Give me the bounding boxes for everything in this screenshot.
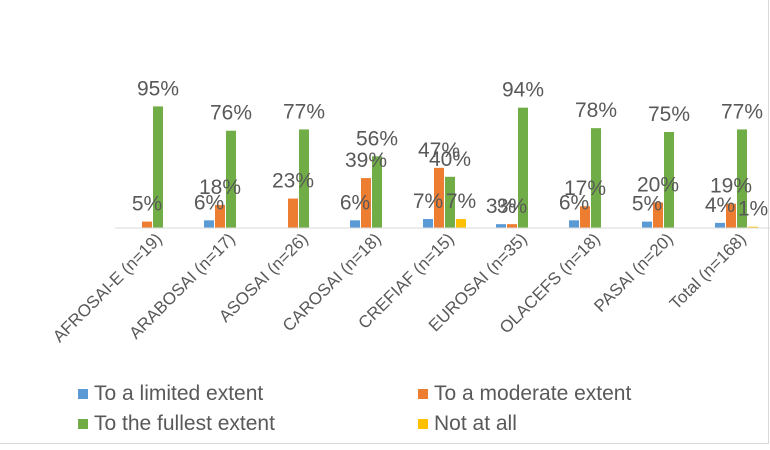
bar-to-a-moderate-extent-asosai-n-26 (288, 198, 298, 228)
bar-to-the-fullest-extent-arabosai-n-17 (226, 130, 236, 228)
data-label-to-a-moderate-extent-eurosai-n-35: 3% (497, 195, 527, 218)
data-label-to-the-fullest-extent-crefiaf-n-15: 40% (429, 148, 471, 171)
data-label-to-the-fullest-extent-arabosai-n-17: 76% (210, 102, 252, 125)
data-label-to-the-fullest-extent-asosai-n-26: 77% (283, 100, 325, 123)
data-label-to-the-fullest-extent-carosai-n-18: 56% (356, 127, 398, 150)
bar-to-a-moderate-extent-olacefs-n-18 (580, 206, 590, 228)
legend-label-limited: To a limited extent (94, 382, 264, 405)
legend-swatch-not-at-all (418, 419, 428, 429)
x-tick-labels-layer: AFROSAI-E (n=19)ARABOSAI (n=17)ASOSAI (n… (49, 229, 750, 346)
legend: To a limited extent To a moderate extent… (78, 382, 758, 444)
data-label-to-a-moderate-extent-carosai-n-18: 39% (345, 149, 387, 172)
bar-to-a-limited-extent-pasai-n-20 (642, 221, 652, 228)
bar-to-a-moderate-extent-crefiaf-n-15 (434, 167, 444, 228)
legend-item-not-at-all: Not at all (418, 412, 517, 436)
bar-to-a-moderate-extent-pasai-n-20 (653, 202, 663, 228)
bar-to-the-fullest-extent-carosai-n-18 (372, 156, 382, 228)
data-label-to-a-moderate-extent-pasai-n-20: 20% (637, 173, 679, 196)
legend-label-moderate: To a moderate extent (434, 382, 632, 405)
data-label-not-at-all-total-n-168: 1% (738, 198, 768, 221)
legend-swatch-limited (78, 389, 88, 399)
bars-layer (142, 106, 758, 228)
data-label-to-a-moderate-extent-arabosai-n-17: 18% (199, 176, 241, 199)
bar-not-at-all-total-n-168 (748, 226, 758, 228)
bar-to-the-fullest-extent-eurosai-n-35 (518, 107, 528, 228)
bar-to-the-fullest-extent-asosai-n-26 (299, 129, 309, 228)
bar-to-a-limited-extent-carosai-n-18 (350, 220, 360, 228)
legend-item-moderate: To a moderate extent (418, 382, 631, 406)
bar-to-a-moderate-extent-afrosai-e-n-19 (142, 221, 152, 228)
data-label-to-a-moderate-extent-asosai-n-26: 23% (272, 170, 314, 193)
data-label-to-the-fullest-extent-eurosai-n-35: 94% (502, 79, 544, 102)
bar-to-a-moderate-extent-carosai-n-18 (361, 178, 371, 228)
data-label-to-a-moderate-extent-olacefs-n-18: 17% (564, 177, 606, 200)
bar-to-the-fullest-extent-pasai-n-20 (664, 132, 674, 228)
legend-label-fullest: To the fullest extent (94, 412, 275, 435)
data-label-to-a-limited-extent-total-n-168: 4% (705, 194, 735, 217)
legend-swatch-moderate (418, 389, 428, 399)
x-tick-label-pasai-n-20: PASAI (n=20) (590, 229, 676, 315)
bar-to-a-limited-extent-arabosai-n-17 (204, 220, 214, 228)
data-label-to-the-fullest-extent-pasai-n-20: 75% (648, 103, 690, 126)
data-label-to-a-limited-extent-carosai-n-18: 6% (340, 191, 370, 214)
legend-label-not-at-all: Not at all (434, 412, 517, 435)
bar-to-a-moderate-extent-total-n-168 (726, 203, 736, 228)
bar-to-a-limited-extent-total-n-168 (715, 222, 725, 228)
data-label-to-the-fullest-extent-olacefs-n-18: 78% (575, 99, 617, 122)
legend-item-limited: To a limited extent (78, 382, 263, 406)
bar-to-a-limited-extent-eurosai-n-35 (496, 224, 506, 228)
data-label-to-a-limited-extent-olacefs-n-18: 6% (559, 191, 589, 214)
legend-swatch-fullest (78, 419, 88, 429)
bar-not-at-all-crefiaf-n-15 (456, 219, 466, 228)
data-label-to-a-moderate-extent-crefiaf-n-15: 47% (418, 139, 460, 162)
data-labels-layer: 5%95%6%18%76%23%77%6%39%56%7%47%40%7% 3%3… (132, 77, 768, 220)
bar-to-a-limited-extent-crefiaf-n-15 (423, 219, 433, 228)
data-label-to-a-moderate-extent-afrosai-e-n-19: 5% (132, 193, 162, 216)
data-label-to-a-limited-extent-eurosai-n-35: 3% (486, 195, 516, 218)
data-label-to-a-limited-extent-crefiaf-n-15: 7% (413, 190, 443, 213)
data-label-to-the-fullest-extent-total-n-168: 77% (721, 100, 763, 123)
bar-to-the-fullest-extent-total-n-168 (737, 129, 747, 228)
bar-to-a-moderate-extent-eurosai-n-35 (507, 224, 517, 228)
bar-to-a-moderate-extent-arabosai-n-17 (215, 204, 225, 228)
bar-to-the-fullest-extent-afrosai-e-n-19 (153, 106, 163, 228)
bar-to-a-limited-extent-olacefs-n-18 (569, 220, 579, 228)
x-tick-label-total-n-168: Total (n=168) (666, 229, 750, 313)
data-label-to-a-limited-extent-arabosai-n-17: 6% (194, 191, 224, 214)
bar-to-the-fullest-extent-olacefs-n-18 (591, 128, 601, 228)
data-label-to-the-fullest-extent-afrosai-e-n-19: 95% (137, 77, 179, 100)
data-label-to-a-limited-extent-pasai-n-20: 5% (632, 193, 662, 216)
data-label-to-a-moderate-extent-total-n-168: 19% (710, 175, 752, 198)
data-label-not-at-all-crefiaf-n-15: 7% (446, 190, 476, 213)
bar-to-the-fullest-extent-crefiaf-n-15 (445, 176, 455, 228)
legend-item-fullest: To the fullest extent (78, 412, 275, 436)
